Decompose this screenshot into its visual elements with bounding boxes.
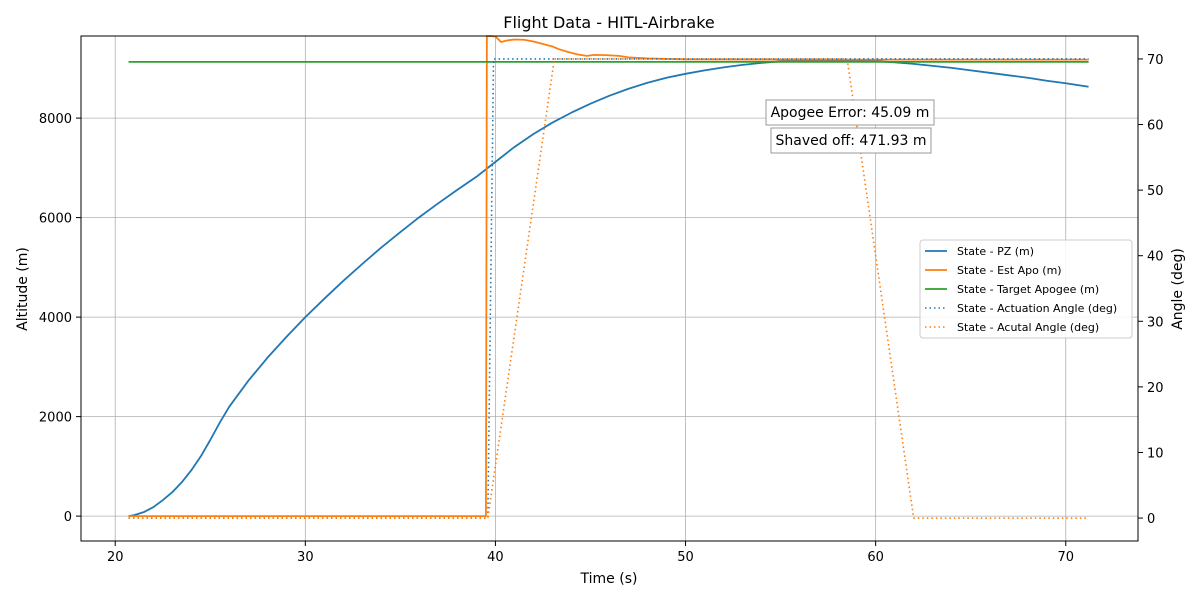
x-tick-label: 20	[107, 550, 124, 565]
series-lines	[128, 35, 1089, 519]
annotation-text: Shaved off: 471.93 m	[775, 133, 926, 149]
y-tick-label: 8000	[39, 112, 72, 127]
y-axis-label: Altitude (m)	[15, 247, 31, 331]
legend-label: State - Actuation Angle (deg)	[957, 302, 1117, 315]
legend: State - PZ (m) State - Est Apo (m) State -…	[919, 239, 1133, 339]
y2-tick-label: 30	[1147, 315, 1164, 330]
y2-tick-label: 50	[1147, 184, 1164, 199]
chart-title: Flight Data - HITL-Airbrake	[503, 13, 715, 32]
y2-tick-label: 20	[1147, 381, 1164, 396]
legend-entries: State - PZ (m) State - Est Apo (m) State -…	[925, 245, 1117, 334]
y-tick-label: 2000	[39, 411, 72, 426]
legend-label: State - Acutal Angle (deg)	[957, 321, 1099, 334]
x-axis-ticks: 20 30 40 50 60 70	[107, 541, 1074, 565]
y-tick-label: 6000	[39, 212, 72, 227]
annotation-shaved-off: Shaved off: 471.93 m	[770, 127, 932, 154]
x-tick-label: 30	[297, 550, 314, 565]
legend-label: State - Est Apo (m)	[957, 264, 1062, 277]
y2-tick-label: 60	[1147, 119, 1164, 134]
y2-axis-label: Angle (deg)	[1170, 248, 1186, 330]
annotation-box	[770, 127, 932, 154]
x-tick-label: 40	[487, 550, 504, 565]
legend-label: State - PZ (m)	[957, 245, 1034, 258]
plot-frame	[80, 35, 1139, 542]
y2-tick-label: 40	[1147, 250, 1164, 265]
y2-tick-label: 0	[1147, 512, 1155, 527]
y2-tick-label: 10	[1147, 446, 1164, 461]
x-tick-label: 50	[677, 550, 694, 565]
y2-axis-ticks: 0 10 20 30 40 50 60 70	[1138, 53, 1164, 527]
x-axis-label: Time (s)	[580, 571, 638, 587]
series-line-1	[128, 59, 1089, 518]
x-tick-label: 60	[867, 550, 884, 565]
legend-frame	[919, 239, 1133, 339]
annotation-text: Apogee Error: 45.09 m	[771, 105, 930, 121]
annotation-apogee-error: Apogee Error: 45.09 m	[765, 99, 935, 126]
annotation-box	[765, 99, 935, 126]
y-tick-label: 4000	[39, 311, 72, 326]
y-tick-label: 0	[64, 510, 72, 525]
y2-tick-label: 70	[1147, 53, 1164, 68]
legend-label: State - Target Apogee (m)	[957, 283, 1099, 296]
x-tick-label: 70	[1057, 550, 1074, 565]
y-axis-ticks: 0 2000 4000 6000 8000	[39, 112, 81, 525]
series-line-2	[128, 35, 1089, 518]
